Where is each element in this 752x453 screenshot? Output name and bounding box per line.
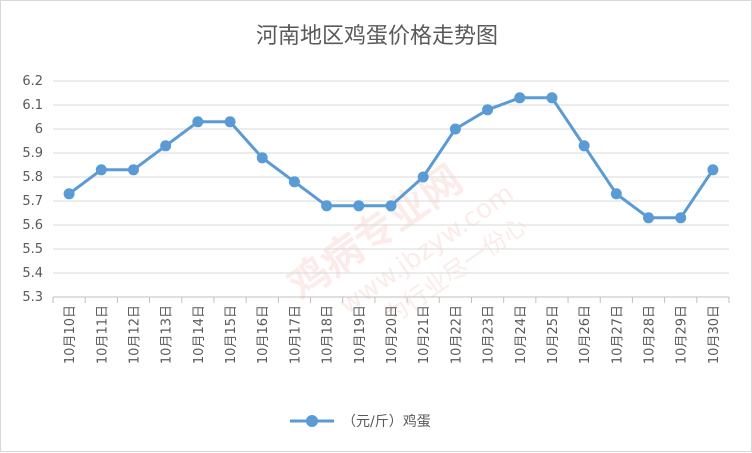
data-point — [417, 171, 429, 183]
data-point — [449, 123, 461, 135]
x-tick-label: 10月21日 — [417, 305, 432, 364]
x-tick-label: 10月28日 — [643, 305, 658, 364]
y-tick-label: 5.5 — [22, 242, 43, 257]
chart-title: 河南地区鸡蛋价格走势图 — [256, 24, 498, 49]
x-tick-label: 10月15日 — [224, 305, 239, 364]
data-point — [643, 212, 655, 224]
data-point — [353, 200, 365, 212]
legend-label: （元/斤）鸡蛋 — [342, 413, 431, 430]
data-point — [707, 164, 719, 176]
data-point — [95, 164, 107, 176]
data-point — [514, 92, 526, 104]
x-tick-label: 10月11日 — [95, 305, 110, 364]
data-point — [288, 176, 300, 188]
x-tick-label: 10月14日 — [192, 305, 207, 364]
data-point — [321, 200, 333, 212]
data-point — [385, 200, 397, 212]
y-tick-label: 5.3 — [22, 290, 43, 305]
y-tick-label: 6.2 — [22, 74, 43, 89]
x-tick-label: 10月22日 — [449, 305, 464, 364]
x-tick-label: 10月18日 — [321, 305, 336, 364]
data-point — [675, 212, 687, 224]
y-tick-label: 6 — [35, 122, 43, 137]
data-point — [127, 164, 139, 176]
x-tick-label: 10月26日 — [578, 305, 593, 364]
x-tick-label: 10月19日 — [353, 305, 368, 364]
x-axis: 10月10日 10月11日 10月12日 10月13日 10月14日 10月15日 10月1… — [52, 297, 730, 364]
legend: （元/斤）鸡蛋 — [290, 413, 431, 430]
legend-marker-icon — [306, 415, 318, 427]
x-tick-label: 10月20日 — [385, 305, 400, 364]
data-point — [546, 92, 558, 104]
data-point — [160, 140, 172, 152]
data-point — [578, 140, 590, 152]
data-point — [482, 104, 494, 116]
y-tick-label: 6.1 — [22, 98, 43, 113]
x-tick-label: 10月16日 — [256, 305, 271, 364]
x-tick-label: 10月12日 — [127, 305, 142, 364]
y-tick-label: 5.9 — [22, 146, 43, 161]
data-point — [610, 188, 622, 200]
x-tick-label: 10月17日 — [288, 305, 303, 364]
x-tick-label: 10月30日 — [707, 305, 722, 364]
x-tick-label: 10月29日 — [675, 305, 690, 364]
watermark: 鸡病专业网 www.jbzyw.com 为行业尽一份心 — [280, 157, 532, 331]
data-point — [63, 188, 75, 200]
y-tick-label: 5.8 — [22, 170, 43, 185]
x-tick-label: 10月27日 — [610, 305, 625, 364]
data-point — [192, 116, 204, 128]
x-tick-label: 10月13日 — [160, 305, 175, 364]
data-point — [256, 152, 268, 164]
x-tick-label: 10月25日 — [546, 305, 561, 364]
y-tick-label: 5.4 — [22, 266, 43, 281]
x-tick-label: 10月10日 — [63, 305, 78, 364]
y-axis: 5.3 5.4 5.5 5.6 5.7 5.8 5.9 6 6.1 6.2 — [22, 74, 43, 305]
series-layer — [63, 92, 719, 224]
y-tick-label: 5.7 — [22, 194, 43, 209]
y-tick-label: 5.6 — [22, 218, 43, 233]
data-point — [224, 116, 236, 128]
x-tick-label: 10月23日 — [482, 305, 497, 364]
x-tick-label: 10月24日 — [514, 305, 529, 364]
